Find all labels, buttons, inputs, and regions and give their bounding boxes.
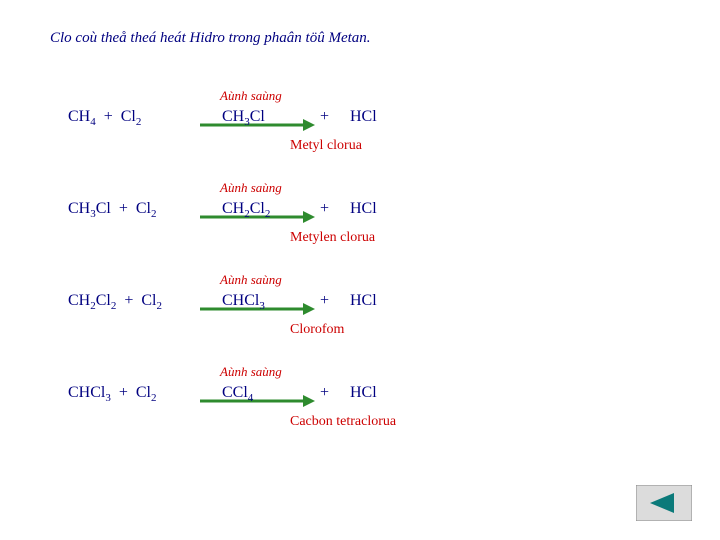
product-primary: CH2Cl2: [222, 200, 270, 218]
condition-label: Aùnh saùng: [220, 364, 282, 380]
nav-back-button[interactable]: [636, 485, 692, 526]
product-secondary: HCl: [350, 108, 377, 126]
plus-symbol: +: [320, 108, 329, 126]
plus-symbol: +: [320, 200, 329, 218]
reactant-text: CH2Cl2 + Cl2: [68, 292, 162, 310]
product-name: Clorofom: [290, 322, 344, 338]
product-primary: CHCl3: [222, 292, 265, 310]
plus-symbol: +: [320, 384, 329, 402]
product-secondary: HCl: [350, 200, 377, 218]
condition-label: Aùnh saùng: [220, 180, 282, 196]
reactant-text: CHCl3 + Cl2: [68, 384, 156, 402]
reactant-text: CH4 + Cl2: [68, 108, 141, 126]
condition-label: Aùnh saùng: [220, 88, 282, 104]
slide-root: { "title": "Clo coù theå theá heát Hidro…: [0, 0, 720, 540]
reactant-text: CH3Cl + Cl2: [68, 200, 157, 218]
product-secondary: HCl: [350, 292, 377, 310]
product-primary: CCl4: [222, 384, 253, 402]
nav-back-icon: [636, 485, 692, 521]
condition-label: Aùnh saùng: [220, 272, 282, 288]
equation-row: CHCl3 + Cl2 Aùnh saùng CCl4 + HCl Cacbon tetr…: [68, 366, 628, 446]
reaction-arrow: [200, 394, 315, 413]
page-title: Clo coù theå theá heát Hidro trong phaân…: [50, 30, 371, 47]
plus-symbol: +: [320, 292, 329, 310]
equation-row: CH2Cl2 + Cl2 Aùnh saùng CHCl3 + HCl Clorofom: [68, 274, 628, 354]
equation-row: CH4 + Cl2 Aùnh saùng CH3Cl + HCl Metyl clorua: [68, 90, 628, 170]
equation-row: CH3Cl + Cl2 Aùnh saùng CH2Cl2 + HCl Metylen c…: [68, 182, 628, 262]
product-primary: CH3Cl: [222, 108, 265, 126]
product-secondary: HCl: [350, 384, 377, 402]
product-name: Metylen clorua: [290, 230, 375, 246]
product-name: Cacbon tetraclorua: [290, 414, 396, 430]
product-name: Metyl clorua: [290, 138, 362, 154]
